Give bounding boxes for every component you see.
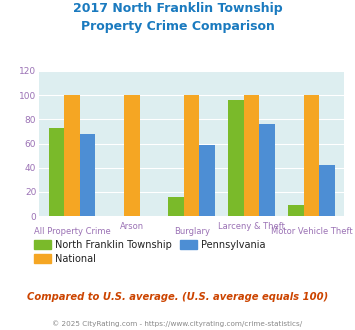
Text: Arson: Arson xyxy=(120,222,144,231)
Text: Burglary: Burglary xyxy=(174,227,210,236)
Bar xyxy=(124,95,140,216)
Bar xyxy=(49,128,64,216)
Bar xyxy=(288,205,304,216)
Text: © 2025 CityRating.com - https://www.cityrating.com/crime-statistics/: © 2025 CityRating.com - https://www.city… xyxy=(53,321,302,327)
Text: Motor Vehicle Theft: Motor Vehicle Theft xyxy=(271,227,352,236)
Bar xyxy=(244,95,260,216)
Text: Larceny & Theft: Larceny & Theft xyxy=(218,222,285,231)
Bar xyxy=(200,145,215,216)
Bar xyxy=(64,95,80,216)
Bar xyxy=(168,197,184,216)
Legend: North Franklin Township, National, Pennsylvania: North Franklin Township, National, Penns… xyxy=(30,236,269,267)
Bar xyxy=(80,134,95,216)
Bar xyxy=(228,100,244,216)
Bar xyxy=(304,95,319,216)
Text: Compared to U.S. average. (U.S. average equals 100): Compared to U.S. average. (U.S. average … xyxy=(27,292,328,302)
Text: All Property Crime: All Property Crime xyxy=(34,227,110,236)
Bar xyxy=(184,95,200,216)
Bar xyxy=(319,165,335,216)
Text: Property Crime Comparison: Property Crime Comparison xyxy=(81,20,274,33)
Text: 2017 North Franklin Township: 2017 North Franklin Township xyxy=(73,2,282,15)
Bar xyxy=(260,124,275,216)
